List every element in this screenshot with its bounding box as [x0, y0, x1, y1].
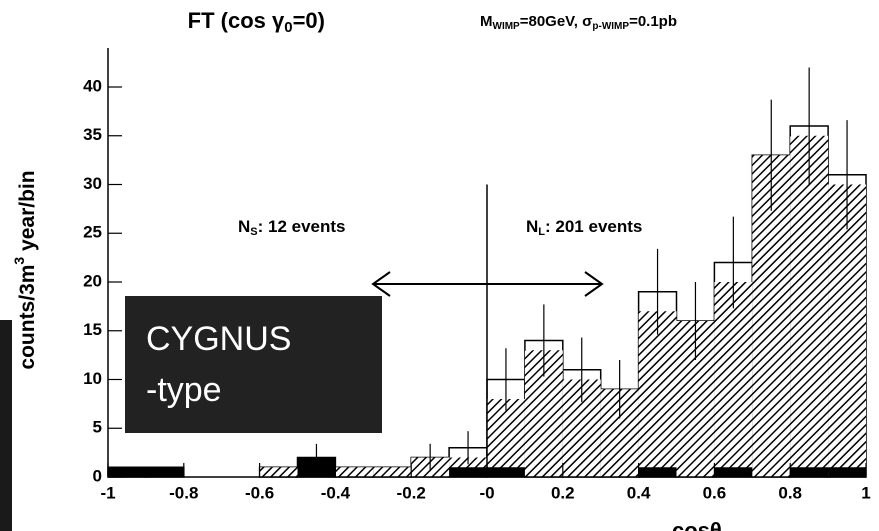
x-tick-label: 0.6	[703, 483, 727, 502]
subtitle-sub: WIMP	[493, 21, 521, 32]
y-tick-label: 40	[83, 76, 102, 95]
histogram-bar	[828, 467, 866, 477]
annotation-sub: L	[538, 226, 545, 238]
inset-text: -type	[146, 371, 222, 409]
x-tick-label: -0.6	[245, 483, 274, 502]
inset-text: CYGNUS	[146, 320, 291, 358]
y-tick-label: 30	[83, 174, 102, 193]
histogram-bar	[790, 135, 829, 477]
subtitle-part: =0.1pb	[629, 13, 677, 30]
inset-box	[125, 296, 382, 433]
x-tick-label: -0.2	[397, 483, 426, 502]
annotation: NS: 12 events	[238, 217, 346, 237]
x-tick-label: -1	[100, 483, 115, 502]
arrow	[371, 271, 604, 297]
y-label-end: year/bin	[16, 170, 39, 256]
histogram-bar	[108, 467, 146, 477]
histogram-bar	[335, 467, 374, 477]
y-tick-label: 20	[83, 271, 102, 290]
histogram-bar	[373, 467, 412, 477]
histogram-bar	[449, 467, 487, 477]
y-tick-label: 15	[83, 320, 102, 339]
histogram-bar	[259, 467, 298, 477]
annotation-text: N	[526, 217, 538, 236]
chart-subtitle: MWIMP=80GeV, σp-WIMP=0.1pb	[480, 13, 677, 32]
photo-fragment	[0, 320, 12, 531]
y-tick-label: 35	[83, 125, 102, 144]
x-tick-label: -0.8	[169, 483, 198, 502]
y-label-text: counts/3m	[16, 265, 39, 370]
histogram-bar	[790, 467, 829, 477]
x-tick-label: 0.4	[627, 483, 651, 502]
histogram-bar	[714, 467, 753, 477]
x-tick-label: -0.4	[321, 483, 351, 502]
histogram-bar	[638, 311, 677, 477]
histogram-bar	[487, 467, 525, 477]
y-tick-label: 10	[83, 369, 102, 388]
chart-title: FT (cos γ0=0)	[188, 8, 325, 36]
subtitle-part: =80GeV, σ	[520, 13, 593, 30]
x-axis-label: cosθ	[672, 518, 722, 531]
y-label-sup: 3	[11, 257, 27, 265]
y-axis-label: counts/3m3 year/bin	[11, 170, 39, 369]
histogram-bar	[828, 184, 866, 477]
annotation-end: : 201 events	[545, 217, 642, 236]
y-tick-label: 5	[93, 418, 102, 437]
histogram-bar	[145, 467, 184, 477]
title-text: FT (cos γ	[188, 8, 285, 33]
y-tick-label: 25	[83, 223, 102, 242]
title-end: =0)	[293, 8, 325, 33]
x-tick-label: 0.2	[551, 483, 575, 502]
histogram-bar	[487, 399, 525, 477]
annotation-text: N	[238, 217, 250, 236]
x-tick-label: -0	[479, 483, 494, 502]
plot-area: 0 5 10 15 20 25 30 35 40 -1 -0.8 -0.6 -0.4 -0.2 -0 0.2 0…	[83, 48, 871, 502]
x-tick-label: 0.8	[778, 483, 802, 502]
y-tick-label: 0	[93, 466, 102, 485]
annotation-end: : 12 events	[258, 217, 346, 236]
annotation-sub: S	[250, 226, 257, 238]
subtitle-part: M	[480, 13, 493, 30]
histogram-bar	[714, 282, 753, 477]
histogram-bar	[638, 467, 677, 477]
subtitle-sub: p-WIMP	[592, 21, 629, 32]
x-tick-label: 1	[861, 483, 870, 502]
annotation: NL: 201 events	[526, 217, 642, 237]
title-sub: 0	[284, 19, 292, 36]
